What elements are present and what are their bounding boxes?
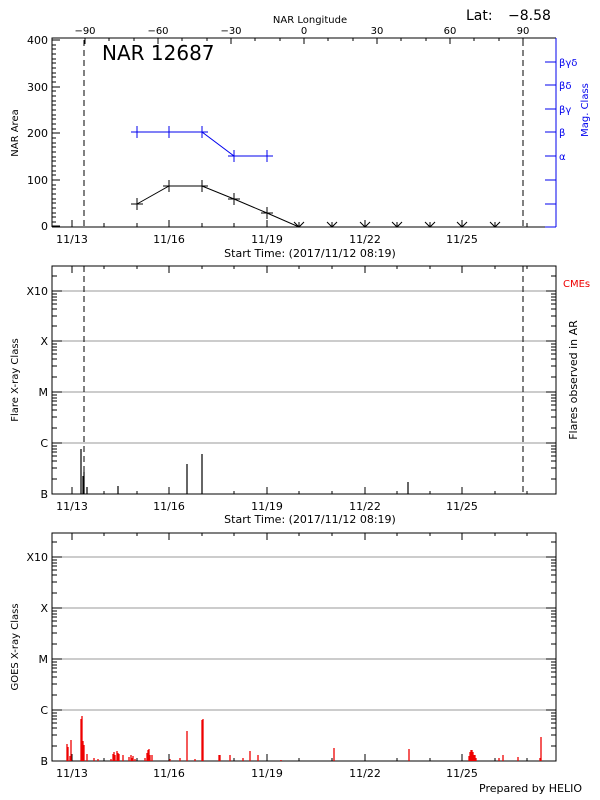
svg-text:0: 0: [41, 220, 48, 233]
top-axis-ticks: −90 −60 −30 0 30 60 90: [74, 26, 529, 37]
svg-text:B: B: [40, 755, 48, 768]
svg-text:−90: −90: [74, 26, 95, 37]
svg-text:11/19: 11/19: [251, 233, 283, 246]
svg-text:M: M: [39, 653, 49, 666]
svg-text:11/25: 11/25: [446, 233, 478, 246]
lat-value: −8.58: [508, 8, 551, 24]
svg-text:B: B: [40, 488, 48, 501]
top-axis-label: NAR Longitude: [273, 15, 347, 26]
flare-bars: [80, 449, 409, 494]
mag-class-series: [131, 126, 273, 162]
area-xlabel: Start Time: (2017/11/12 08:19): [224, 247, 396, 260]
svg-text:βγδ: βγδ: [559, 58, 577, 69]
credit-text: Prepared by HELIO: [479, 782, 582, 795]
svg-text:11/22: 11/22: [349, 233, 381, 246]
flares-grid: [62, 290, 556, 444]
goes-yticks: B C M X X10: [26, 551, 48, 768]
svg-text:11/13: 11/13: [56, 767, 88, 780]
flares-right-ticks: [546, 275, 556, 480]
flares-xticks: 11/13 11/16 11/19 11/22 11/25: [56, 500, 478, 513]
area-ylabel: NAR Area: [10, 109, 21, 156]
goes-grid: [62, 556, 556, 711]
svg-text:X10: X10: [26, 285, 48, 298]
svg-text:300: 300: [27, 81, 48, 94]
mag-class-ticks: α β βγ βδ βγδ: [559, 58, 577, 163]
svg-text:11/22: 11/22: [349, 767, 381, 780]
svg-text:β: β: [559, 128, 565, 139]
svg-text:400: 400: [27, 34, 48, 47]
flares-ylabel: Flare X-ray Class: [10, 338, 21, 422]
goes-flux-spikes: [66, 716, 542, 761]
svg-text:α: α: [559, 152, 566, 163]
svg-text:11/19: 11/19: [251, 500, 283, 513]
area-xticks: 11/13 11/16 11/19 11/22 11/25: [56, 233, 478, 246]
svg-text:−30: −30: [220, 26, 241, 37]
svg-text:200: 200: [27, 127, 48, 140]
flares-xlabel: Start Time: (2017/11/12 08:19): [224, 513, 396, 526]
svg-text:X: X: [40, 602, 48, 615]
svg-text:11/16: 11/16: [153, 500, 185, 513]
mag-class-label: Mag. Class: [580, 83, 591, 137]
svg-text:11/13: 11/13: [56, 233, 88, 246]
flares-panel: B C M X X10 Flare X-ray Class CMEs Flare…: [10, 265, 590, 526]
svg-text:0: 0: [301, 26, 307, 37]
area-panel: Lat: −8.58 NAR Longitude −90 −60 −30 0 3…: [10, 8, 591, 260]
mag-class-axis: [545, 38, 557, 228]
svg-text:11/13: 11/13: [56, 500, 88, 513]
svg-text:100: 100: [27, 174, 48, 187]
svg-text:30: 30: [371, 26, 384, 37]
flares-yticks: B C M X X10: [26, 285, 48, 501]
svg-text:90: 90: [517, 26, 530, 37]
flares-right-label: Flares observed in AR: [567, 320, 580, 440]
svg-text:M: M: [39, 386, 49, 399]
goes-xticks: 11/13 11/16 11/19 11/22 11/25: [56, 767, 478, 780]
region-title: NAR 12687: [102, 41, 215, 65]
cmes-label: CMEs: [563, 279, 590, 290]
area-yticks: 0 100 200 300 400: [27, 34, 48, 233]
svg-text:C: C: [40, 704, 48, 717]
svg-text:11/19: 11/19: [251, 767, 283, 780]
svg-text:C: C: [40, 437, 48, 450]
area-series: [131, 180, 501, 228]
svg-text:X: X: [40, 335, 48, 348]
lat-label: Lat:: [466, 8, 493, 24]
svg-text:11/22: 11/22: [349, 500, 381, 513]
flares-left-ticks: [52, 275, 62, 480]
svg-text:βδ: βδ: [559, 81, 572, 92]
goes-panel: B C M X X10 GOES X-ray Class 11/13 11/16…: [10, 532, 557, 780]
svg-text:−60: −60: [147, 26, 168, 37]
svg-text:60: 60: [444, 26, 457, 37]
svg-text:11/16: 11/16: [153, 767, 185, 780]
svg-text:11/25: 11/25: [446, 767, 478, 780]
svg-text:11/25: 11/25: [446, 500, 478, 513]
svg-text:X10: X10: [26, 551, 48, 564]
svg-text:11/16: 11/16: [153, 233, 185, 246]
goes-ylabel: GOES X-ray Class: [10, 603, 21, 690]
svg-text:βγ: βγ: [559, 105, 571, 116]
